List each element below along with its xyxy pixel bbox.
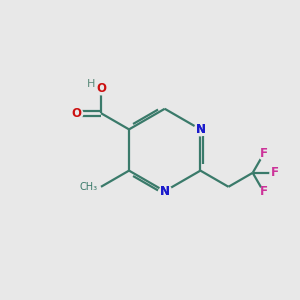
Text: O: O	[96, 82, 106, 95]
Text: CH₃: CH₃	[80, 182, 98, 192]
Text: H: H	[87, 79, 96, 89]
Text: N: N	[160, 185, 170, 198]
Text: N: N	[195, 123, 206, 136]
Text: F: F	[260, 185, 268, 198]
Text: F: F	[260, 147, 268, 160]
Text: N: N	[195, 123, 206, 136]
Text: F: F	[271, 166, 279, 179]
Text: O: O	[71, 107, 81, 120]
Text: N: N	[160, 185, 170, 198]
